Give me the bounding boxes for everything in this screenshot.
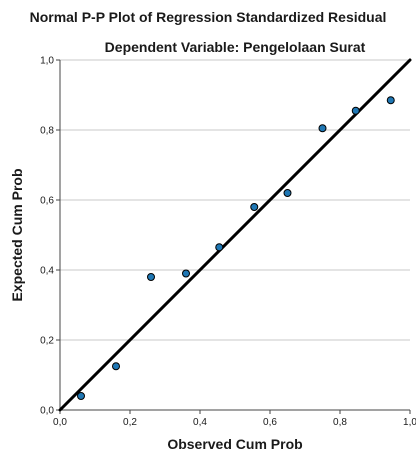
y-tick-label: 0,4 (40, 266, 54, 277)
x-tick-label: 0,8 (333, 417, 347, 428)
x-tick-label: 0,0 (53, 417, 67, 428)
y-tick-label: 0,2 (40, 336, 54, 347)
data-point (250, 203, 259, 211)
axis-ticks: 0,0 0,2 0,4 0,6 0,8 1,0 0,0 0,2 0,4 0,6 0,8 1,0 (40, 56, 416, 429)
y-tick-label: 0,6 (40, 196, 54, 207)
chart-subtitle: Dependent Variable: Pengelolaan Surat (105, 39, 366, 55)
data-point (77, 392, 85, 400)
data-point (147, 273, 155, 281)
x-tick-label: 1,0 (403, 417, 416, 428)
data-point (351, 106, 360, 115)
data-point (318, 124, 327, 133)
plot-frame (59, 59, 410, 411)
x-tick-label: 0,4 (193, 417, 207, 428)
y-tick-label: 1,0 (40, 56, 54, 67)
x-tick-label: 0,2 (123, 417, 137, 428)
data-point (112, 362, 120, 371)
y-tick-label: 0,8 (40, 126, 54, 137)
data-points (77, 96, 395, 400)
chart-title: Normal P-P Plot of Regression Standardiz… (30, 9, 387, 25)
data-point (215, 243, 224, 252)
x-axis-label: Observed Cum Prob (167, 436, 302, 452)
y-tick-label: 0,0 (40, 406, 54, 417)
y-axis-label: Expected Cum Prob (9, 168, 25, 301)
data-point (182, 269, 190, 278)
reference-line (58, 58, 412, 412)
gridlines (60, 129, 410, 341)
data-point (283, 189, 292, 197)
data-point (386, 96, 395, 105)
reference-line-group (58, 58, 412, 412)
x-tick-label: 0,6 (263, 417, 277, 428)
